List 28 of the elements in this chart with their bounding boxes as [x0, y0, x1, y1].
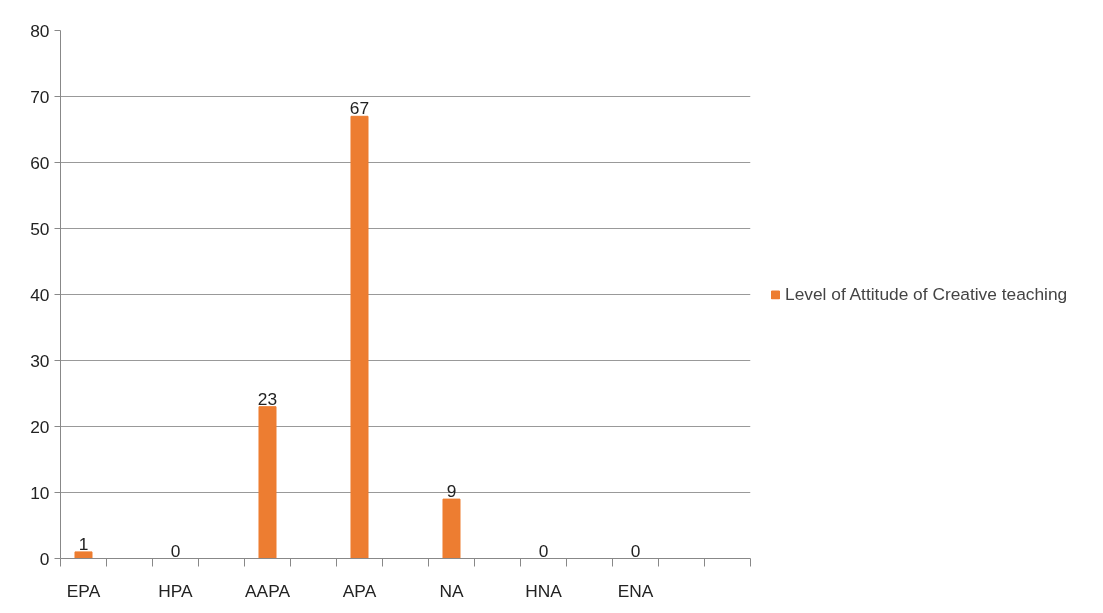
x-tick-label: NA: [439, 580, 464, 601]
data-label: 1: [78, 533, 89, 554]
y-tick-label: 70: [30, 86, 50, 107]
data-label: 0: [630, 540, 641, 561]
y-tick-label: 20: [30, 416, 50, 437]
y-tick-label: 80: [30, 20, 50, 41]
x-tick-label: ENA: [617, 580, 654, 601]
x-tick-label: HNA: [525, 580, 563, 601]
x-tick-label: APA: [342, 580, 377, 601]
y-tick-label: 60: [30, 152, 50, 173]
data-label: 23: [257, 388, 278, 409]
bar: [258, 406, 277, 559]
x-tick-label: HPA: [158, 580, 194, 601]
y-tick-label: 0: [39, 548, 50, 569]
y-tick-label: 40: [30, 284, 50, 305]
y-tick-label: 50: [30, 218, 50, 239]
x-tick-label: EPA: [66, 580, 101, 601]
data-label: 0: [170, 540, 181, 561]
bar: [350, 115, 369, 559]
bar: [74, 551, 93, 559]
data-label: 9: [446, 481, 457, 502]
x-tick-label: AAPA: [245, 580, 291, 601]
bar: [442, 498, 461, 559]
legend-label: Level of Attitude of Creative teaching: [785, 283, 1068, 305]
data-label: 67: [349, 98, 370, 119]
data-label: 0: [538, 540, 549, 561]
y-tick-label: 30: [30, 350, 50, 371]
y-tick-label: 10: [30, 482, 50, 503]
